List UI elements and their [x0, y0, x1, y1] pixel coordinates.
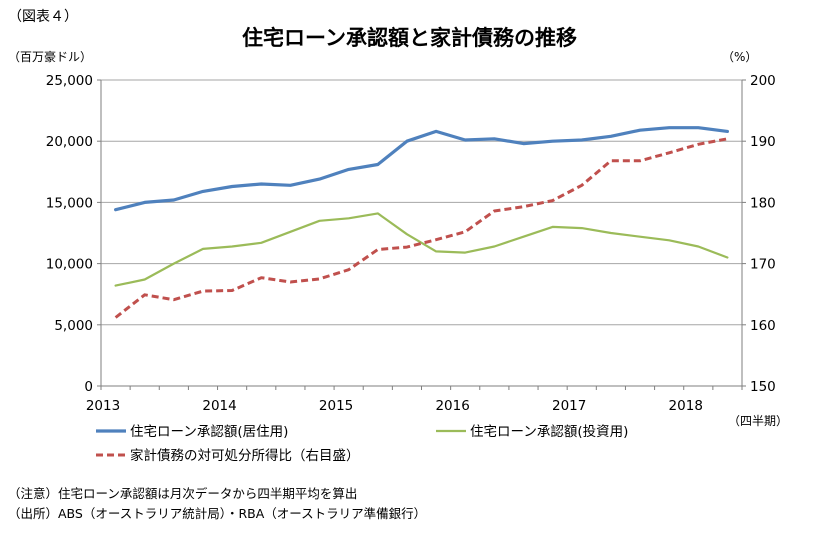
right-tick-label: 170 — [750, 257, 776, 273]
left-tick-label: 5,000 — [54, 318, 93, 334]
x-tick-label: 2018 — [669, 398, 703, 414]
legend-label-2: 住宅ローン承認額(投資用) — [470, 424, 628, 440]
right-tick-label: 150 — [750, 379, 776, 395]
figure-label: （図表４） — [8, 9, 78, 25]
left-tick-label: 25,000 — [46, 73, 93, 89]
period-label: （四半期） — [728, 414, 789, 428]
series-line-3 — [114, 137, 728, 319]
left-axis-unit: （百万豪ドル） — [8, 50, 93, 64]
x-tick-label: 2014 — [202, 398, 236, 414]
x-tick-label: 2016 — [435, 398, 469, 414]
right-tick-label: 160 — [750, 318, 776, 334]
x-axis-ticks: 2013 2014 2015 2016 2017 2018 — [86, 386, 743, 414]
x-tick-label: 2015 — [319, 398, 353, 414]
right-tick-label: 200 — [750, 73, 776, 89]
note-caveat: （注意）住宅ローン承認額は月次データから四半期平均を算出 — [8, 486, 358, 501]
left-tick-label: 10,000 — [46, 257, 93, 273]
x-tick-label: 2017 — [552, 398, 586, 414]
left-tick-label: 20,000 — [46, 134, 93, 150]
legend-label-3: 家計債務の対可処分所得比（右目盛） — [130, 447, 360, 464]
x-tick-label: 2013 — [86, 398, 120, 414]
left-axis-ticks: 0 5,000 10,000 15,000 20,000 25,000 — [46, 73, 101, 395]
note-source: （出所）ABS（オーストラリア統計局）・RBA（オーストラリア準備銀行） — [8, 506, 427, 521]
series-line-1 — [113, 126, 730, 212]
right-tick-label: 180 — [750, 195, 776, 211]
legend: 住宅ローン承認額(居住用) 住宅ローン承認額(投資用) 家計債務の対可処分所得比（右… — [96, 424, 628, 464]
right-axis-unit: （%） — [722, 50, 758, 64]
right-tick-label: 190 — [750, 134, 776, 150]
chart-title: 住宅ローン承認額と家計債務の推移 — [242, 26, 577, 50]
left-tick-label: 15,000 — [46, 195, 93, 211]
series-line-2 — [114, 212, 729, 287]
legend-label-1: 住宅ローン承認額(居住用) — [130, 424, 288, 440]
series-lines — [113, 126, 730, 319]
grid-lines — [100, 79, 743, 387]
right-axis-ticks: 150 160 170 180 190 200 — [742, 73, 776, 395]
left-tick-label: 0 — [84, 379, 93, 395]
